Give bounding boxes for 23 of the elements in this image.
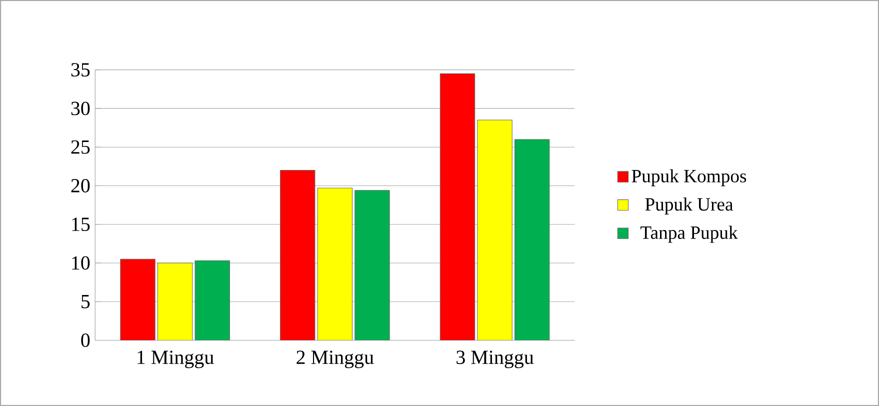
y-tick-label: 25 xyxy=(71,140,90,154)
legend-label: Pupuk Kompos xyxy=(632,169,746,186)
bar xyxy=(120,258,156,340)
legend-label: Tanpa Pupuk xyxy=(640,226,738,243)
x-tick-label: 3 Minggu xyxy=(456,350,534,368)
y-tick-label: 30 xyxy=(71,102,90,116)
legend-label: Pupuk Urea xyxy=(645,198,734,214)
bar xyxy=(317,188,353,340)
y-tick-label: 35 xyxy=(71,63,90,76)
x-tick-label: 1 Minggu xyxy=(138,350,214,368)
x-tick-label: 2 Minggu xyxy=(296,350,374,368)
bar xyxy=(280,170,316,340)
bar xyxy=(477,120,512,340)
bar xyxy=(157,262,193,340)
y-tick-label: 15 xyxy=(72,218,90,232)
bar xyxy=(354,190,390,340)
y-tick-label: 0 xyxy=(81,333,90,347)
bar xyxy=(194,260,230,340)
bar xyxy=(514,139,550,340)
y-tick-label: 5 xyxy=(82,294,90,308)
y-tick-label: 20 xyxy=(71,178,90,192)
bar xyxy=(440,73,476,340)
y-tick-label: 10 xyxy=(72,256,90,270)
